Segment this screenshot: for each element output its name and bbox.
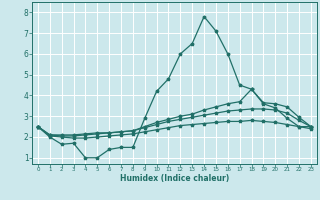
X-axis label: Humidex (Indice chaleur): Humidex (Indice chaleur) [120, 174, 229, 183]
